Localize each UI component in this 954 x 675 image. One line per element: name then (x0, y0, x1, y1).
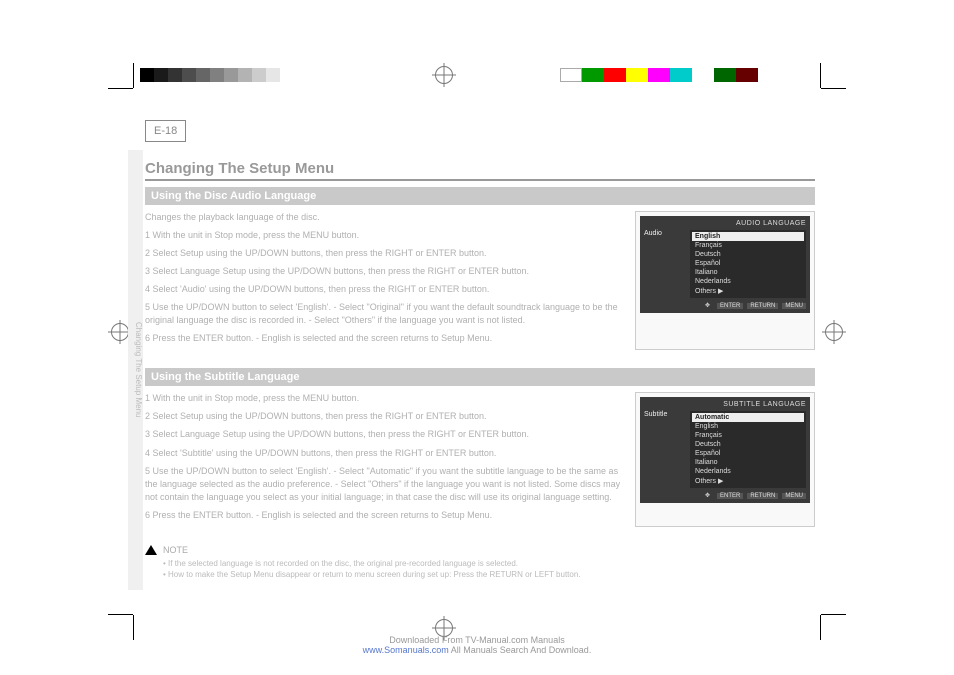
note-triangle-icon (145, 545, 157, 555)
grayscale-swatches (140, 68, 280, 82)
side-tab: Changing The Setup Menu (128, 150, 143, 590)
crop-mark (108, 88, 133, 89)
step-text: 5 Use the UP/DOWN button to select 'Engl… (145, 301, 621, 327)
step-text: 6 Press the ENTER button. - English is s… (145, 332, 621, 345)
note-label: NOTE (145, 545, 815, 555)
step-text: 1 With the unit in Stop mode, press the … (145, 392, 621, 405)
footer-link[interactable]: www.Somanuals.com (363, 645, 449, 655)
page-footer: Downloaded From TV-Manual.com Manuals ww… (363, 635, 592, 655)
footer-line-2: All Manuals Search And Download. (451, 645, 592, 655)
registration-mark (822, 320, 846, 344)
note-line: • If the selected language is not record… (163, 558, 815, 569)
step-text: 6 Press the ENTER button. - English is s… (145, 509, 621, 522)
crop-mark (821, 614, 846, 615)
crop-mark (133, 615, 134, 640)
step-text: 4 Select 'Audio' using the UP/DOWN butto… (145, 283, 621, 296)
step-text: 3 Select Language Setup using the UP/DOW… (145, 265, 621, 278)
step-text: 5 Use the UP/DOWN button to select 'Engl… (145, 465, 621, 504)
menu-screenshot: AUDIO LANGUAGEAudioEnglishFrançaisDeutsc… (635, 211, 815, 350)
step-text: 3 Select Language Setup using the UP/DOW… (145, 428, 621, 441)
main-heading: Changing The Setup Menu (145, 160, 815, 177)
page-content: E-18 Changing The Setup Menu Using the D… (145, 120, 815, 580)
heading-rule (145, 179, 815, 181)
menu-screenshot: SUBTITLE LANGUAGESubtitleAutomaticEnglis… (635, 392, 815, 526)
page-number: E-18 (145, 120, 186, 142)
crop-mark (820, 615, 821, 640)
registration-mark (432, 63, 456, 87)
step-text: 2 Select Setup using the UP/DOWN buttons… (145, 247, 621, 260)
section-bar: Using the Disc Audio Language (145, 187, 815, 205)
step-text: 1 With the unit in Stop mode, press the … (145, 229, 621, 242)
crop-mark (133, 63, 134, 88)
step-text: 2 Select Setup using the UP/DOWN buttons… (145, 410, 621, 423)
step-text: 4 Select 'Subtitle' using the UP/DOWN bu… (145, 447, 621, 460)
note-line: • How to make the Setup Menu disappear o… (163, 569, 815, 580)
crop-mark (108, 614, 133, 615)
crop-mark (821, 88, 846, 89)
color-swatches (560, 68, 758, 82)
section-bar: Using the Subtitle Language (145, 368, 815, 386)
note-label-text: NOTE (163, 545, 188, 555)
crop-mark (820, 63, 821, 88)
footer-line-1: Downloaded From TV-Manual.com Manuals (363, 635, 592, 645)
